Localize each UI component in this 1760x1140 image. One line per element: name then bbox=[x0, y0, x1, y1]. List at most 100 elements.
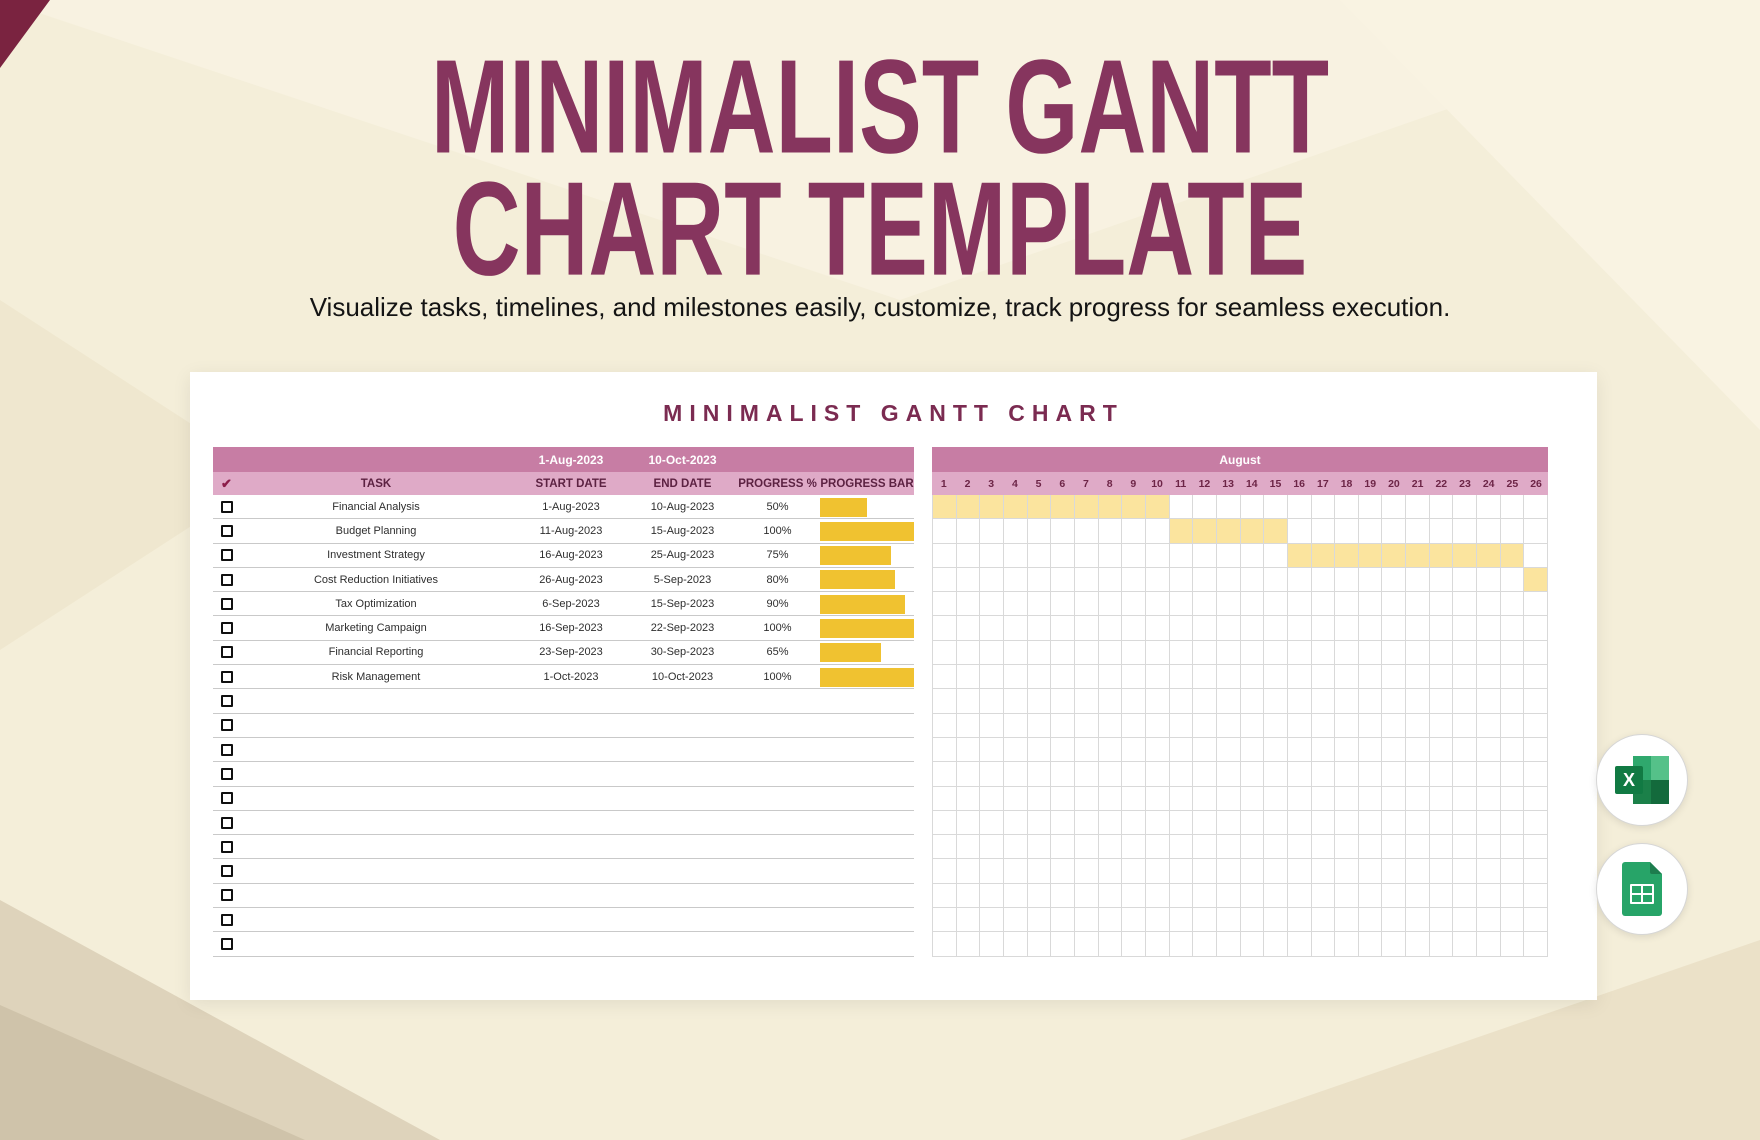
gantt-cell bbox=[1500, 932, 1525, 957]
gantt-cell bbox=[933, 640, 957, 666]
gantt-cell bbox=[1382, 592, 1407, 617]
task-checkbox[interactable] bbox=[220, 695, 233, 708]
gantt-cell bbox=[1216, 908, 1241, 933]
progress-pct-cell: 50% bbox=[766, 500, 789, 513]
gantt-cell bbox=[1429, 859, 1454, 884]
gantt-cell bbox=[1216, 762, 1241, 787]
gantt-cell bbox=[956, 737, 981, 763]
gantt-cell bbox=[980, 810, 1004, 836]
gantt-cell bbox=[1098, 810, 1123, 836]
gantt-bar-cell bbox=[1240, 519, 1265, 544]
gantt-cell bbox=[1122, 543, 1146, 568]
progress-pct-cell bbox=[735, 884, 820, 907]
gantt-cell bbox=[980, 689, 1004, 714]
task-checkbox[interactable] bbox=[220, 719, 233, 732]
gantt-cell bbox=[1477, 689, 1501, 714]
check-column-header: ✔ bbox=[221, 475, 232, 491]
gantt-cell bbox=[1429, 689, 1454, 714]
gantt-cell bbox=[956, 786, 981, 811]
gantt-cell bbox=[1051, 737, 1075, 763]
gantt-cell bbox=[1335, 689, 1359, 714]
task-checkbox[interactable] bbox=[220, 646, 233, 659]
task-checkbox[interactable] bbox=[220, 889, 233, 902]
task-checkbox[interactable] bbox=[220, 913, 233, 926]
gantt-cell bbox=[1074, 592, 1099, 617]
task-checkbox[interactable] bbox=[220, 840, 233, 853]
gantt-cell bbox=[933, 592, 957, 617]
checkbox-cell bbox=[213, 884, 240, 907]
gantt-cell bbox=[980, 908, 1004, 933]
task-checkbox[interactable] bbox=[220, 865, 233, 878]
gantt-cell bbox=[1500, 689, 1525, 714]
excel-format-badge[interactable]: X bbox=[1596, 734, 1688, 826]
progress-pct-cell: 100% bbox=[763, 622, 792, 635]
gantt-cell bbox=[1358, 883, 1383, 909]
gantt-cell bbox=[1193, 859, 1217, 884]
gantt-cell bbox=[1311, 835, 1336, 860]
gantt-cell bbox=[1098, 883, 1123, 909]
task-checkbox[interactable] bbox=[220, 767, 233, 780]
gantt-cell bbox=[1122, 835, 1146, 860]
gantt-row bbox=[933, 762, 1549, 787]
task-checkbox[interactable] bbox=[220, 573, 233, 586]
gantt-row bbox=[933, 640, 1549, 666]
table-column-header: ✔ TASK START DATE END DATE PROGRESS % PR… bbox=[213, 472, 914, 495]
gantt-cell bbox=[1311, 592, 1336, 617]
background-shape bbox=[0, 1005, 305, 1140]
google-sheets-format-badge[interactable] bbox=[1596, 843, 1688, 935]
gantt-cell bbox=[933, 835, 957, 860]
gantt-cell bbox=[956, 543, 981, 568]
gantt-cell bbox=[1216, 737, 1241, 763]
task-checkbox[interactable] bbox=[220, 597, 233, 610]
gantt-cell bbox=[1169, 762, 1194, 787]
gantt-cell bbox=[1429, 883, 1454, 909]
task-name-cell bbox=[240, 884, 512, 907]
task-checkbox[interactable] bbox=[220, 670, 233, 683]
gantt-cell bbox=[1051, 786, 1075, 811]
gantt-cell bbox=[1335, 883, 1359, 909]
gantt-cell bbox=[1477, 737, 1501, 763]
task-checkbox[interactable] bbox=[220, 622, 233, 635]
gantt-cell bbox=[1027, 665, 1052, 690]
task-checkbox[interactable] bbox=[220, 792, 233, 805]
task-checkbox[interactable] bbox=[220, 524, 233, 537]
task-checkbox[interactable] bbox=[220, 743, 233, 756]
gantt-cell bbox=[1193, 616, 1217, 641]
gantt-cell bbox=[1145, 616, 1170, 641]
progress-pct-cell bbox=[735, 835, 820, 858]
gantt-cell bbox=[956, 665, 981, 690]
gantt-cell bbox=[1406, 786, 1430, 811]
end-date-cell bbox=[630, 932, 735, 955]
gantt-cell bbox=[1169, 592, 1194, 617]
gantt-bar-cell bbox=[1524, 567, 1549, 593]
end-date-cell: 15-Aug-2023 bbox=[650, 524, 715, 537]
start-date-cell: 16-Sep-2023 bbox=[539, 622, 603, 635]
task-checkbox[interactable] bbox=[220, 500, 233, 513]
checkbox-cell bbox=[213, 592, 240, 615]
gantt-cell bbox=[1027, 883, 1052, 909]
task-checkbox[interactable] bbox=[220, 549, 233, 562]
gantt-day-label: 17 bbox=[1317, 477, 1329, 490]
gantt-cell bbox=[1287, 640, 1312, 666]
gantt-cell bbox=[1145, 665, 1170, 690]
gantt-cell bbox=[1216, 567, 1241, 593]
start-date-cell: 1-Aug-2023 bbox=[542, 500, 600, 513]
gantt-cell bbox=[1406, 640, 1430, 666]
end-date-cell: 30-Sep-2023 bbox=[650, 646, 715, 659]
task-checkbox[interactable] bbox=[220, 937, 233, 950]
task-checkbox[interactable] bbox=[220, 816, 233, 829]
progress-bar-column-header: PROGRESS BAR bbox=[820, 477, 914, 490]
gantt-cell bbox=[1500, 908, 1525, 933]
gantt-row bbox=[933, 713, 1549, 738]
progress-bar bbox=[820, 667, 914, 687]
gantt-cell bbox=[1216, 883, 1241, 909]
progress-bar-cell bbox=[820, 544, 914, 568]
gantt-day-label: 21 bbox=[1411, 477, 1424, 490]
gantt-cell bbox=[1240, 689, 1265, 714]
gantt-day-label: 6 bbox=[1059, 477, 1066, 490]
gantt-cell bbox=[1358, 859, 1383, 884]
gantt-cell bbox=[1524, 543, 1549, 568]
gantt-cell bbox=[1500, 859, 1525, 884]
gantt-cell bbox=[1240, 495, 1265, 520]
gantt-day-label: 22 bbox=[1435, 477, 1448, 490]
